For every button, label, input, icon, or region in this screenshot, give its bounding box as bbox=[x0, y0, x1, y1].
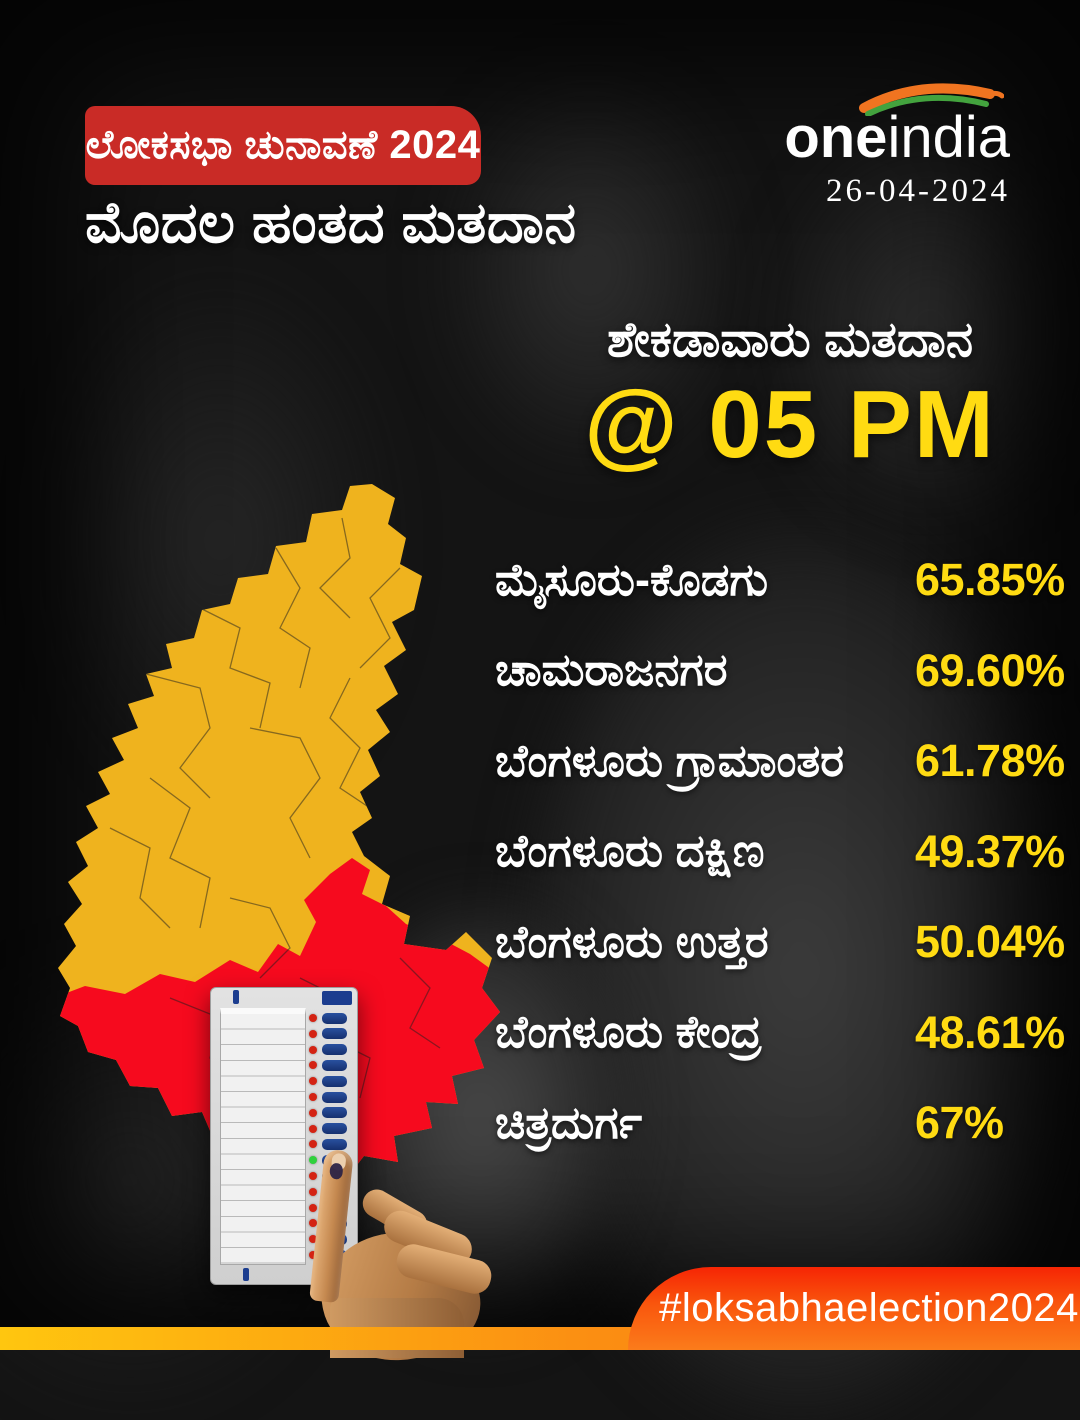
red-led bbox=[309, 1014, 317, 1022]
section-title: ಶೇಕಡಾವಾರು ಮತದಾನ bbox=[606, 313, 974, 367]
brand-one: one bbox=[784, 105, 888, 170]
evm-ballot-row bbox=[309, 1107, 355, 1119]
brand-india: india bbox=[887, 105, 1010, 170]
evm-blue-block bbox=[322, 991, 352, 1005]
constituency-label: ಚಾಮರಾಜನಗರ bbox=[495, 644, 728, 696]
result-row: ಮೈಸೂರು-ಕೊಡಗು 65.85% bbox=[495, 535, 1065, 626]
evm-ballot-row bbox=[309, 1075, 355, 1087]
time-label: @ 05 PM bbox=[584, 371, 996, 478]
red-led bbox=[309, 1029, 317, 1038]
constituency-label: ಬೆಂಗಳೂರು ಕೇಂದ್ರ bbox=[495, 1006, 762, 1058]
evm-ballot-row bbox=[309, 1138, 355, 1150]
red-led bbox=[309, 1077, 317, 1086]
ballot-button bbox=[322, 1138, 347, 1150]
red-led bbox=[309, 1187, 317, 1196]
result-row: ಬೆಂಗಳೂರು ಕೇಂದ್ರ 48.61% bbox=[495, 988, 1065, 1079]
election-badge: ಲೋಕಸಭಾ ಚುನಾವಣೆ 2024 bbox=[85, 106, 481, 185]
oneindia-logo: oneindia 26-04-2024 bbox=[784, 83, 1010, 210]
green-led bbox=[309, 1156, 317, 1165]
turnout-value: 49.37% bbox=[915, 825, 1065, 877]
evm-ballot-row bbox=[309, 1044, 355, 1056]
ballot-button bbox=[322, 1075, 347, 1087]
evm-ballot-row bbox=[309, 1123, 355, 1135]
red-led bbox=[309, 1203, 317, 1212]
result-row: ಚಾಮರಾಜನಗರ 69.60% bbox=[495, 626, 1065, 717]
evm-ballot-row bbox=[309, 1091, 355, 1103]
ballot-button bbox=[322, 1091, 347, 1103]
tricolor-swoosh-icon bbox=[859, 83, 1004, 116]
ballot-button bbox=[322, 1012, 347, 1024]
ballot-button bbox=[322, 1044, 347, 1056]
result-row: ಚಿತ್ರದುರ್ಗ 67% bbox=[495, 1078, 1051, 1169]
turnout-value: 65.85% bbox=[915, 554, 1065, 606]
evm-ballot-row bbox=[309, 1012, 355, 1024]
red-led bbox=[309, 1235, 317, 1244]
red-led bbox=[309, 1061, 317, 1070]
turnout-value: 69.60% bbox=[915, 644, 1065, 696]
badge-label: ಲೋಕಸಭಾ ಚುನಾವಣೆ 2024 bbox=[85, 123, 481, 167]
constituency-label: ಬೆಂಗಳೂರು ಉತ್ತರ bbox=[495, 915, 769, 967]
turnout-value: 61.78% bbox=[915, 735, 1065, 787]
section-header: ಶೇಕಡಾವಾರು ಮತದಾನ @ 05 PM bbox=[555, 312, 1025, 473]
evm-ballot-row bbox=[309, 1059, 355, 1071]
constituency-label: ಮೈಸೂರು-ಕೊಡಗು bbox=[495, 553, 769, 605]
hashtag-bar: #loksabhaelection2024 bbox=[628, 1267, 1080, 1350]
red-led bbox=[309, 1124, 317, 1133]
ballot-button bbox=[322, 1123, 347, 1135]
ballot-button bbox=[322, 1107, 347, 1119]
results-list: ಮೈಸೂರು-ಕೊಡಗು 65.85% ಚಾಮರಾಜನಗರ 69.60% ಬೆಂ… bbox=[495, 535, 1065, 1169]
red-led bbox=[309, 1045, 317, 1054]
ballot-button bbox=[322, 1059, 347, 1071]
hashtag-label: #loksabhaelection2024 bbox=[659, 1286, 1079, 1330]
red-led bbox=[309, 1172, 317, 1180]
evm-bottom-notch bbox=[243, 1268, 249, 1281]
date-label: 26-04-2024 bbox=[826, 172, 1010, 209]
constituency-label: ಬೆಂಗಳೂರು ಗ್ರಾಮಾಂತರ bbox=[495, 734, 845, 786]
red-led bbox=[309, 1108, 317, 1117]
turnout-value: 48.61% bbox=[915, 1006, 1065, 1058]
evm-candidate-panel bbox=[220, 1008, 306, 1265]
turnout-value: 50.04% bbox=[915, 916, 1065, 968]
evm-top-notch bbox=[233, 990, 239, 1004]
red-led bbox=[309, 1093, 317, 1101]
turnout-value: 67% bbox=[915, 1097, 1004, 1149]
constituency-label: ಚಿತ್ರದುರ್ಗ bbox=[495, 1096, 643, 1148]
ballot-button bbox=[322, 1028, 347, 1040]
red-led bbox=[309, 1140, 317, 1149]
result-row: ಬೆಂಗಳೂರು ಗ್ರಾಮಾಂತರ 61.78% bbox=[495, 716, 1065, 807]
page-title: ಮೊದಲ ಹಂತದ ಮತದಾನ bbox=[85, 191, 577, 255]
evm-ballot-row bbox=[309, 1028, 355, 1040]
result-row: ಬೆಂಗಳೂರು ಉತ್ತರ 50.04% bbox=[495, 897, 1065, 988]
voter-ink-mark bbox=[328, 1162, 344, 1180]
red-led bbox=[309, 1219, 317, 1228]
result-row: ಬೆಂಗಳೂರು ದಕ್ಷಿಣ 49.37% bbox=[495, 807, 1065, 898]
constituency-label: ಬೆಂಗಳೂರು ದಕ್ಷಿಣ bbox=[495, 825, 765, 877]
brand-wordmark: oneindia bbox=[784, 84, 1010, 169]
